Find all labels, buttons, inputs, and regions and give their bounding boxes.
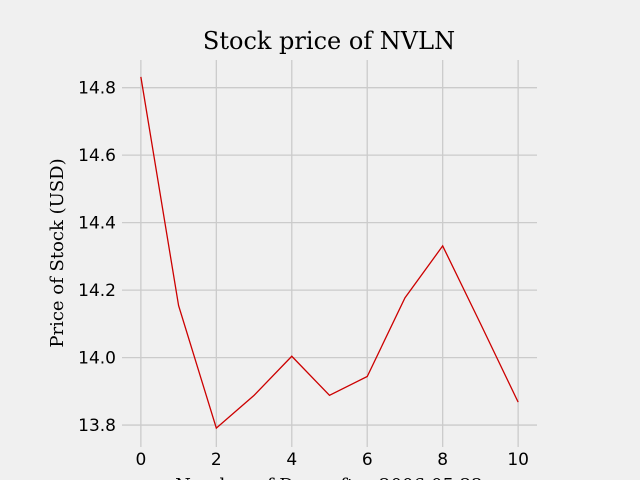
line-series — [140, 76, 519, 430]
y-tick-label: 14.6 — [78, 146, 116, 166]
x-tick-label: 0 — [135, 450, 146, 470]
chart-title: Stock price of NVLN — [203, 27, 455, 55]
x-tick-label: 4 — [286, 450, 297, 470]
x-tick-label: 8 — [437, 450, 448, 470]
y-tick-label: 14.0 — [78, 349, 116, 369]
x-tick-label: 2 — [211, 450, 222, 470]
y-tick-label: 14.2 — [78, 281, 116, 301]
x-tick-label: 10 — [507, 450, 529, 470]
y-tick-label: 13.8 — [78, 416, 116, 436]
y-axis-label: Price of Stock (USD) — [47, 158, 68, 347]
x-axis-label: Number of Days after 2006-05-22 — [175, 475, 483, 480]
x-tick-label: 6 — [362, 450, 373, 470]
y-tick-label: 14.4 — [78, 214, 116, 234]
y-tick-label: 14.8 — [78, 79, 116, 99]
